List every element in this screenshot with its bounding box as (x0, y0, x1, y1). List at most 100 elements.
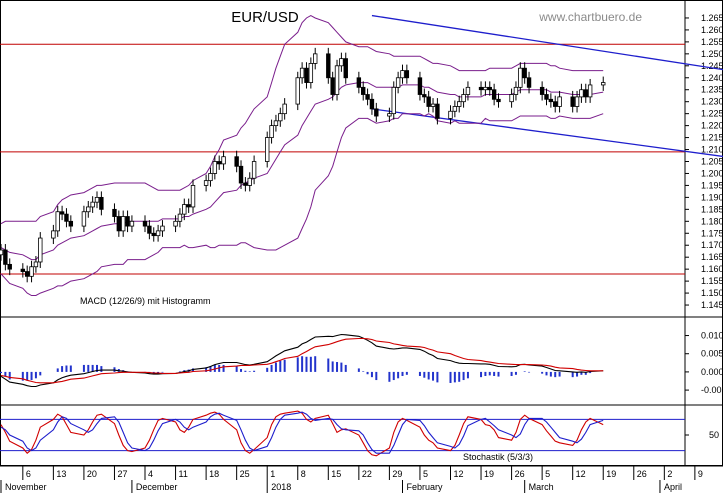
candle-down (151, 232, 156, 237)
candle-up (182, 204, 187, 215)
candle-up (299, 67, 305, 79)
price-y-tick-label: 1.155 (701, 276, 723, 286)
trend-channel-line (371, 14, 723, 71)
watermark: www.chartbuero.de (538, 10, 642, 24)
candle-down (496, 98, 501, 103)
candle-down (356, 77, 362, 88)
price-y-tick-label: 1.220 (701, 121, 723, 131)
x-day-tick-label: 1 (270, 469, 275, 479)
candle-up (391, 86, 396, 115)
candle-down (3, 249, 8, 265)
candle-down (112, 208, 117, 217)
price-y-tick-label: 1.180 (701, 216, 723, 226)
x-day-tick-label: 5 (423, 469, 428, 479)
x-day-tick-label: 15 (331, 469, 341, 479)
x-month-label: November (5, 482, 47, 492)
candle-up (203, 180, 209, 186)
candle-down (116, 216, 122, 232)
x-day-tick-label: 6 (26, 469, 31, 479)
candle-up (212, 161, 218, 174)
candle-up (587, 84, 593, 98)
price-y-tick-label: 1.230 (701, 97, 723, 107)
candle-down (24, 271, 30, 277)
price-y-tick-label: 1.260 (701, 25, 723, 35)
macd-y-tick-label: -0.005 (701, 385, 723, 395)
candle-up (282, 103, 287, 115)
candle-down (478, 86, 484, 91)
candle-up (29, 266, 34, 277)
candle-down (343, 58, 348, 79)
candle-down (522, 67, 527, 79)
price-y-tick-label: 1.245 (701, 61, 723, 71)
x-day-tick-label: 27 (117, 469, 127, 479)
price-y-tick-label: 1.145 (701, 300, 723, 310)
candle-down (491, 89, 497, 100)
candle-up (509, 94, 514, 103)
candle-up (273, 120, 279, 127)
price-y-tick-label: 1.205 (701, 157, 723, 167)
candle-up (483, 86, 488, 91)
x-day-tick-label: 13 (56, 469, 66, 479)
candle-down (186, 204, 191, 208)
candle-up (33, 261, 39, 268)
candle-up (601, 82, 606, 86)
candle-up (221, 156, 226, 165)
x-month-label: February (406, 482, 443, 492)
x-day-tick-label: 8 (301, 469, 306, 479)
price-y-tick-label: 1.195 (701, 180, 723, 190)
x-day-tick-label: 5 (545, 469, 550, 479)
candle-up (81, 211, 87, 227)
candle-up (339, 58, 344, 67)
candle-up (160, 225, 165, 232)
candle-down (570, 96, 575, 107)
candle-up (278, 113, 283, 122)
candle-up (94, 196, 100, 203)
candle-up (51, 230, 56, 239)
candle-up (38, 237, 43, 263)
candle-up (177, 213, 183, 222)
x-day-tick-label: 29 (392, 469, 402, 479)
x-day-tick-label: 12 (453, 469, 463, 479)
candle-up (574, 96, 580, 107)
candle-down (404, 70, 410, 79)
candle-up (190, 185, 196, 208)
macd-title: MACD (12/26/9) mit Histogramm (80, 296, 211, 306)
candle-down (369, 98, 375, 110)
price-y-tick-label: 1.190 (701, 192, 723, 202)
candle-up (247, 177, 252, 186)
candle-up (295, 77, 300, 105)
candle-up (90, 201, 95, 208)
candle-down (583, 89, 588, 98)
stochastic-d-line (0, 411, 604, 454)
price-y-tick-label: 1.175 (701, 228, 723, 238)
candle-up (0, 249, 4, 256)
macd-y-tick-label: 0.005 (701, 349, 723, 359)
chart-frame (0, 0, 723, 466)
candle-up (129, 220, 135, 227)
price-y-tick-label: 1.185 (701, 204, 723, 214)
candle-up (269, 125, 274, 138)
x-month-label: 2018 (271, 482, 291, 492)
price-y-tick-label: 1.210 (701, 145, 723, 155)
candle-up (86, 206, 91, 213)
price-y-tick-label: 1.150 (701, 288, 723, 298)
x-day-tick-label: 19 (484, 469, 494, 479)
chart-title: EUR/USD (231, 9, 299, 26)
candle-down (326, 53, 331, 79)
candle-up (430, 103, 436, 107)
candle-down (216, 161, 222, 165)
candle-down (125, 216, 130, 227)
x-day-tick-label: 19 (606, 469, 616, 479)
candle-down (68, 220, 74, 227)
candle-down (422, 94, 427, 98)
stochastic-title: Stochastik (5/3/3) (463, 452, 533, 462)
price-y-tick-label: 1.255 (701, 37, 723, 47)
candle-down (234, 156, 239, 167)
bollinger-center-band (0, 82, 604, 261)
candle-down (243, 182, 248, 186)
x-day-tick-label: 26 (637, 469, 647, 479)
candle-down (553, 101, 558, 107)
price-y-tick-label: 1.240 (701, 73, 723, 83)
candle-up (173, 220, 178, 227)
price-y-tick-label: 1.165 (701, 252, 723, 262)
